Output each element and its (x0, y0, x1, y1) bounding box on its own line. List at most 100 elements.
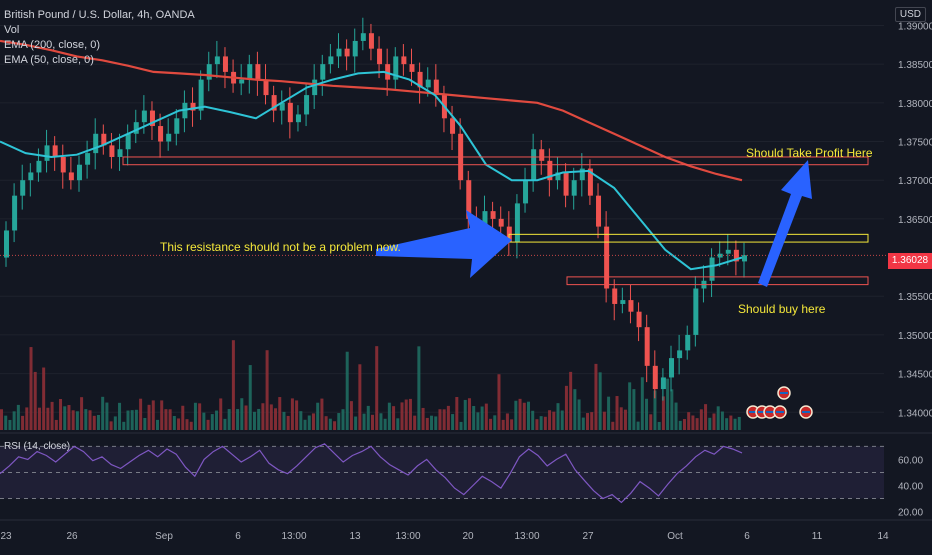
volume-bar (632, 389, 636, 430)
buy-zone (566, 276, 869, 286)
candle-body (425, 79, 431, 88)
candle-body (368, 33, 374, 49)
volume-bar (484, 403, 488, 430)
volume-bar (577, 399, 581, 430)
volume-bar (573, 389, 577, 430)
volume-bar (455, 397, 459, 430)
time-axis-label: 6 (744, 531, 750, 542)
volume-bar (345, 351, 349, 430)
candle-body (206, 64, 212, 80)
candle-body (125, 133, 131, 150)
volume-bar (459, 421, 463, 430)
volume-bar (8, 419, 12, 430)
volume-bar (265, 350, 269, 430)
volume-bar (708, 417, 712, 430)
currency-button[interactable]: USD (894, 7, 926, 22)
rsi-axis-label: 60.00 (898, 455, 923, 466)
flag-stripe-icon (780, 392, 788, 394)
ema200-indicator-label[interactable]: EMA (200, close, 0) (4, 39, 100, 51)
volume-bar (674, 402, 678, 430)
volume-bar (489, 418, 493, 430)
volume-bar (215, 410, 219, 430)
candle-body (320, 64, 326, 80)
rsi-indicator-label[interactable]: RSI (14, close) (4, 441, 71, 452)
candle-body (255, 64, 261, 80)
candle-body (141, 110, 147, 123)
candle-body (190, 102, 196, 111)
candle-body (52, 145, 58, 157)
candle-body (166, 133, 172, 142)
volume-indicator-label[interactable]: Vol (4, 24, 20, 36)
time-axis-label: 11 (812, 531, 823, 542)
candle-body (587, 168, 593, 196)
volume-bar (434, 416, 438, 430)
volume-bar (172, 416, 176, 430)
volume-bar (379, 413, 383, 430)
candle-body (660, 377, 666, 390)
candle-body (571, 180, 577, 196)
volume-bar (328, 418, 332, 430)
volume-bar (737, 416, 741, 430)
volume-bar (290, 398, 294, 430)
volume-bar (311, 413, 315, 430)
volume-bar (602, 411, 606, 430)
volume-bar (522, 402, 526, 430)
take-profit-arrow (758, 160, 812, 287)
volume-bar (113, 416, 117, 430)
volume-bar (71, 410, 75, 430)
candle-body (247, 64, 253, 80)
volume-bar (581, 417, 585, 430)
volume-bar (451, 414, 455, 430)
volume-bar (704, 404, 708, 430)
volume-bar (387, 402, 391, 430)
volume-bar (628, 382, 632, 430)
candle-body (693, 288, 699, 335)
volume-bar (425, 417, 429, 430)
volume-bar (560, 410, 564, 430)
candle-body (466, 180, 472, 219)
volume-bar (33, 371, 37, 430)
price-axis-label: 1.34500 (898, 370, 932, 381)
candle-body (523, 180, 529, 204)
volume-bar (101, 396, 105, 430)
volume-bar (143, 417, 147, 430)
volume-bar (134, 409, 138, 430)
price-axis-label: 1.39000 (898, 21, 932, 32)
volume-bar (417, 346, 421, 430)
volume-bar (463, 399, 467, 430)
volume-bar (198, 403, 202, 430)
ema200-line (0, 39, 743, 182)
volume-bar (493, 415, 497, 430)
candle-body (644, 327, 650, 366)
candle-body (198, 79, 204, 111)
time-axis-label: Sep (155, 531, 173, 542)
volume-bar (607, 396, 611, 430)
volume-bar (168, 409, 172, 430)
flag-stripe-icon (758, 411, 766, 413)
volume-bar (29, 347, 33, 430)
candle-body (498, 218, 504, 227)
volume-bar (552, 411, 556, 430)
candle-body (287, 102, 293, 123)
volume-bar (75, 411, 79, 430)
symbol-title[interactable]: British Pound / U.S. Dollar, 4h, OANDA (4, 9, 195, 21)
candle-body (76, 164, 82, 181)
candle-body (490, 211, 496, 219)
ema50-indicator-label[interactable]: EMA (50, close, 0) (4, 54, 94, 66)
candle-body (612, 288, 618, 304)
volume-bar (682, 419, 686, 430)
volume-bar (636, 421, 640, 430)
candle-body (709, 257, 715, 281)
candle-body (628, 300, 634, 312)
volume-bar (358, 364, 362, 430)
volume-bar (261, 403, 265, 430)
volume-bar (383, 418, 387, 430)
buy-annotation: Should buy here (738, 302, 826, 316)
volume-bar (274, 408, 278, 430)
volume-bar (109, 421, 113, 430)
volume-bar (725, 418, 729, 430)
candle-body (385, 64, 391, 80)
volume-bar (37, 407, 41, 430)
